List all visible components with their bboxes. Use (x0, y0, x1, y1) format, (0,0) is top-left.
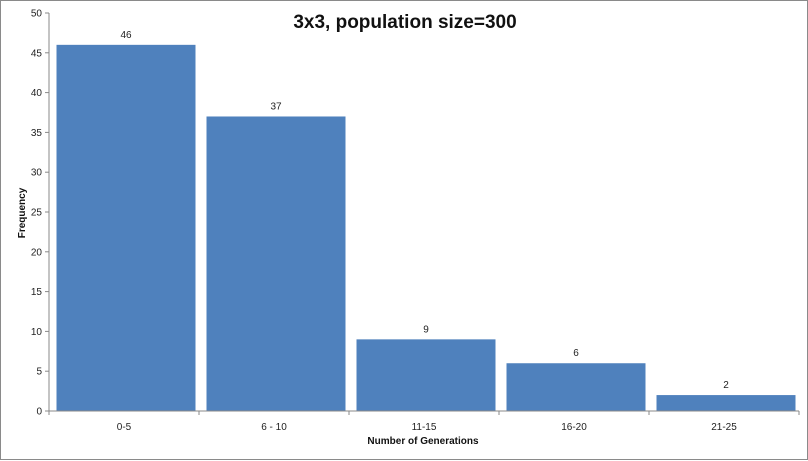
x-tick-label: 0-5 (117, 422, 132, 433)
y-tick-label: 35 (31, 128, 43, 139)
y-axis: 0 5 10 15 20 25 30 35 40 45 50 (31, 9, 49, 418)
y-tick-label: 25 (31, 208, 43, 219)
chart-title: 3x3, population size=300 (293, 12, 516, 33)
y-tick-label: 45 (31, 48, 43, 59)
x-tick-label: 21-25 (711, 422, 737, 433)
y-tick-label: 30 (31, 168, 43, 179)
bar-data-label: 46 (120, 30, 132, 41)
bar (656, 395, 796, 411)
x-tick-label: 6 - 10 (261, 422, 287, 433)
x-tick-label: 11-15 (412, 422, 437, 433)
bar-data-label: 6 (573, 348, 579, 359)
y-tick-label: 5 (36, 367, 42, 378)
y-tick-label: 50 (31, 9, 43, 20)
bar (56, 44, 196, 412)
bars-group: 46 37 9 6 2 (56, 30, 796, 412)
y-tick-label: 0 (36, 407, 42, 418)
bar-data-label: 37 (270, 101, 282, 112)
bar (356, 339, 496, 411)
x-tick-label: 16-20 (561, 422, 587, 433)
y-tick-label: 20 (31, 247, 43, 258)
bar-data-label: 2 (723, 380, 729, 391)
bar (206, 116, 346, 411)
y-tick-label: 40 (31, 88, 43, 99)
x-axis: 0-5 6 - 10 11-15 16-20 21-25 (48, 411, 800, 433)
x-axis-title: Number of Generations (367, 436, 479, 447)
y-tick-label: 15 (31, 287, 43, 298)
bar-data-label: 9 (423, 324, 429, 335)
y-axis-title: Frequency (17, 187, 28, 238)
bar (506, 363, 646, 411)
y-tick-label: 10 (31, 327, 43, 338)
